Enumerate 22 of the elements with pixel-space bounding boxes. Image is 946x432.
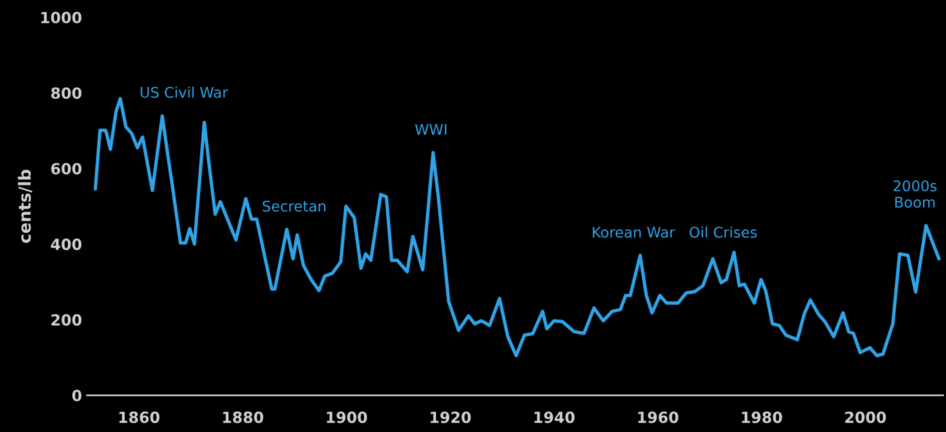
y-axis-title: cents/lb (18, 170, 32, 243)
annotation: 2000s Boom (894, 180, 937, 208)
x-tick-label: 1860 (119, 412, 160, 424)
annotation: Oil Crises (690, 226, 757, 238)
x-tick-label: 1960 (638, 412, 678, 424)
y-tick-label: 0 (72, 390, 82, 402)
line-series (94, 96, 941, 358)
x-tick-label: 1940 (534, 412, 575, 424)
y-tick-label: 1000 (41, 12, 82, 24)
x-tick-label: 1880 (223, 412, 264, 424)
annotation: US Civil War (140, 86, 228, 98)
x-tick-label: 1900 (326, 412, 367, 424)
y-tick-label: 800 (51, 87, 82, 99)
x-tick-label: 2000 (845, 412, 886, 424)
annotation: Korean War (592, 226, 676, 238)
y-tick-label: 200 (51, 314, 82, 326)
annotation: WWI (415, 124, 446, 135)
x-tick-label: 1920 (430, 412, 471, 424)
y-tick-label: 600 (51, 162, 82, 174)
annotation: Secretan (262, 200, 326, 212)
x-tick-label: 1980 (742, 412, 782, 424)
y-tick-label: 400 (50, 238, 82, 250)
